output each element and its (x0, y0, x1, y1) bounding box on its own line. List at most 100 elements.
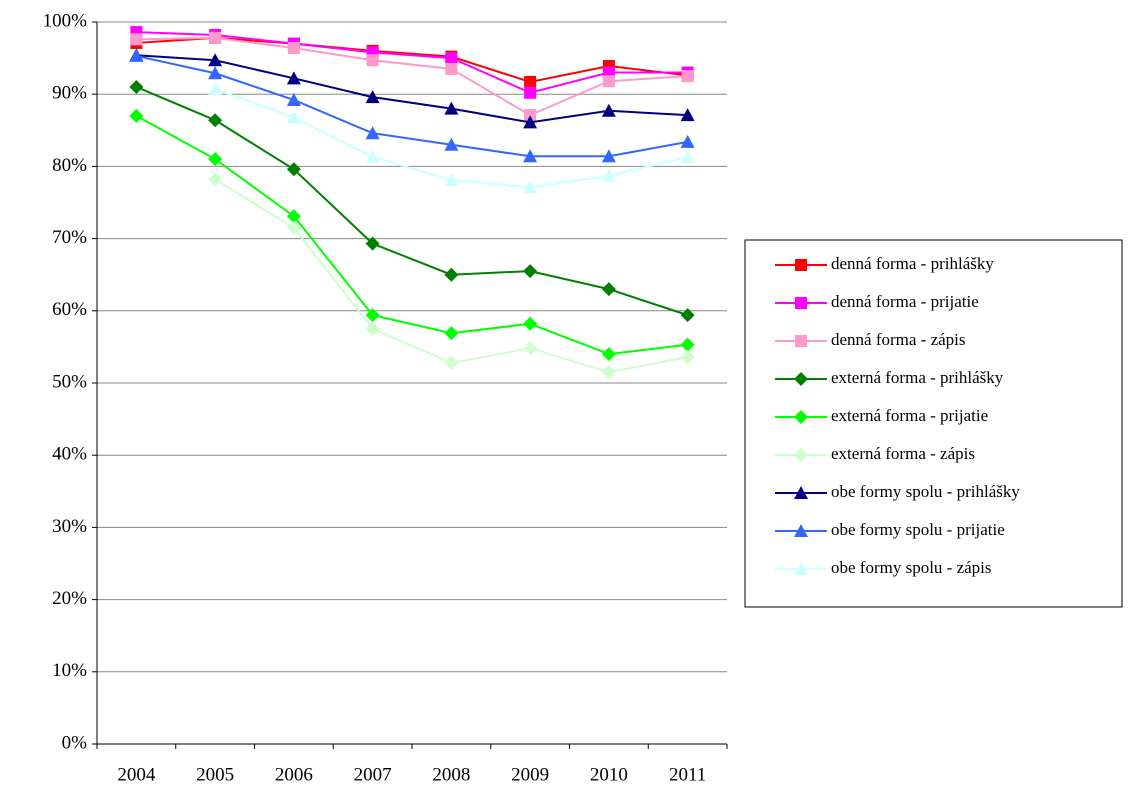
x-tick-label: 2004 (117, 764, 156, 785)
marker (286, 209, 301, 224)
marker (444, 101, 459, 115)
marker (524, 86, 537, 99)
marker (794, 372, 808, 386)
marker (129, 108, 144, 123)
marker (286, 92, 301, 106)
y-tick-label: 100% (43, 10, 88, 31)
y-tick-label: 50% (52, 371, 87, 392)
marker (681, 70, 694, 83)
legend-label: obe formy spolu - prijatie (831, 520, 1005, 539)
series-line (136, 54, 688, 124)
marker (601, 347, 616, 362)
y-tick-label: 60% (52, 299, 87, 320)
marker (208, 66, 223, 80)
marker (523, 149, 538, 163)
marker (366, 54, 379, 67)
marker (208, 172, 223, 187)
marker (208, 53, 223, 67)
marker (794, 562, 808, 575)
marker (208, 113, 223, 128)
marker (286, 162, 301, 177)
legend-label: externá forma - prihlášky (831, 368, 1004, 387)
marker (365, 126, 380, 140)
x-tick-label: 2006 (275, 764, 313, 785)
marker (680, 150, 695, 164)
marker (209, 31, 222, 44)
marker (795, 335, 807, 347)
marker (601, 282, 616, 297)
marker (524, 109, 537, 122)
marker (129, 79, 144, 94)
marker (129, 48, 144, 62)
marker (601, 168, 616, 182)
series-line (135, 86, 688, 317)
marker (365, 321, 380, 336)
legend-label: externá forma - prijatie (831, 406, 988, 425)
legend-label: obe formy spolu - zápis (831, 558, 992, 577)
marker (523, 180, 538, 194)
x-tick-label: 2008 (432, 764, 470, 785)
marker (601, 365, 616, 380)
marker (444, 267, 459, 282)
marker (365, 308, 380, 323)
marker (680, 308, 695, 323)
marker (445, 52, 458, 65)
marker (208, 152, 223, 167)
legend-label: denná forma - prijatie (831, 292, 979, 311)
y-tick-label: 80% (52, 155, 87, 176)
marker (365, 90, 380, 104)
y-tick-label: 10% (52, 660, 87, 681)
legend-label: denná forma - zápis (831, 330, 966, 349)
y-tick-label: 40% (52, 444, 87, 465)
marker (680, 134, 695, 148)
marker (444, 137, 459, 151)
marker (365, 150, 380, 164)
marker (794, 410, 808, 424)
y-tick-label: 70% (52, 227, 87, 248)
marker (794, 486, 808, 499)
legend-label: obe formy spolu - prihlášky (831, 482, 1020, 501)
marker (680, 337, 695, 352)
marker (680, 350, 695, 365)
y-tick-label: 20% (52, 588, 87, 609)
y-tick-label: 0% (62, 732, 88, 753)
x-tick-label: 2009 (511, 764, 549, 785)
marker (523, 316, 538, 331)
series-line (136, 36, 688, 117)
marker (444, 173, 459, 187)
marker (445, 62, 458, 75)
marker (523, 341, 538, 356)
x-tick-label: 2005 (196, 764, 234, 785)
marker (523, 115, 538, 129)
legend-label: externá forma - zápis (831, 444, 975, 463)
x-tick-label: 2011 (669, 764, 706, 785)
series-line (136, 54, 688, 158)
marker (794, 448, 808, 462)
y-tick-label: 30% (52, 516, 87, 537)
marker (365, 236, 380, 251)
y-tick-label: 90% (52, 83, 87, 104)
marker (795, 259, 807, 271)
marker (601, 149, 616, 163)
marker (601, 103, 616, 117)
marker (286, 220, 301, 235)
marker (795, 297, 807, 309)
legend-box (744, 239, 1123, 608)
marker (287, 41, 300, 54)
marker (444, 326, 459, 341)
series-line (135, 114, 688, 356)
marker (444, 355, 459, 370)
marker (130, 33, 143, 46)
marker (794, 524, 808, 537)
x-tick-label: 2007 (354, 764, 392, 785)
marker (286, 110, 301, 124)
legend-label: denná forma - prihlášky (831, 254, 994, 273)
marker (602, 75, 615, 88)
series-line (136, 31, 688, 94)
marker (523, 264, 538, 279)
x-tick-label: 2010 (590, 764, 628, 785)
marker (524, 75, 537, 88)
marker (680, 108, 695, 122)
